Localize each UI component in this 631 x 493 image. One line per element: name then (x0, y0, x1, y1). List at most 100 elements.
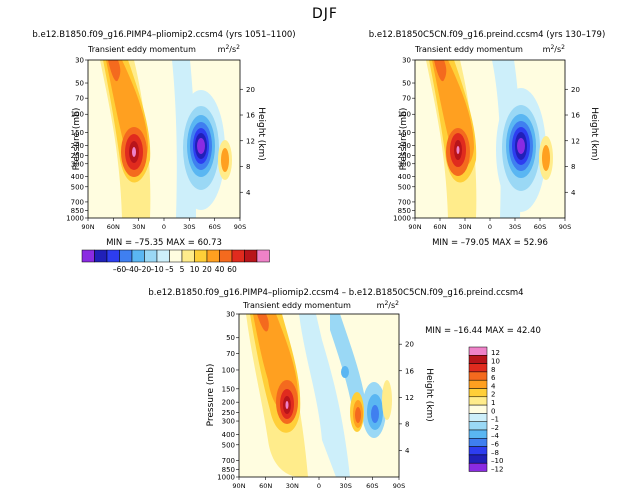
diff-colorbar-label: 12 (491, 349, 500, 357)
panel-3: b.e12.B1850.f09_g16.PIMP4–pliomip2.ccsm4… (148, 288, 541, 490)
panel-3-ytick-label: 30 (226, 311, 235, 319)
panel-2-htick-label: 20 (571, 86, 580, 94)
panel-1-ytick-label: 400 (71, 173, 84, 181)
panel-3-xtick-label: 0 (317, 482, 321, 490)
top-colorbar-swatch (94, 249, 108, 263)
panel-2-stats: MIN = –79.05 MAX = 52.96 (432, 238, 548, 248)
panel-1-xtick-label: 0 (162, 223, 166, 231)
panel-1-ytick-label: 500 (71, 183, 84, 191)
diff-colorbar-swatch (468, 363, 488, 373)
panel-1-stats: MIN = –75.35 MAX = 60.73 (106, 238, 222, 248)
diff-colorbar-swatch (468, 371, 488, 381)
panel-3-stats: MIN = –16.44 MAX = 42.40 (425, 326, 541, 336)
panel-2-xtick-label: 30N (458, 223, 471, 231)
diff-colorbar-swatch (468, 355, 488, 364)
panel-1-xtick-label: 60N (107, 223, 120, 231)
diff-colorbar-swatch (468, 462, 488, 472)
panel-1-variable: Transient eddy momentum (87, 45, 196, 54)
top-colorbar-label: 60 (227, 265, 237, 274)
panel-2-contour-fill (415, 60, 565, 218)
diff-colorbar-swatch (468, 438, 488, 447)
panel-3-ylabel: Pressure (mb) (206, 364, 216, 427)
panel-1-units: m2/s2 (218, 44, 241, 54)
top-colorbar-label: –5 (165, 265, 174, 274)
panel-1-case-title: b.e12.B1850.f09_g16.PIMP4–pliomip2.ccsm4… (32, 30, 295, 40)
top-colorbar-label: 40 (215, 265, 225, 274)
panel-2-ytick-label: 50 (402, 80, 411, 88)
panel-1-htick-label: 4 (246, 189, 251, 197)
panel-2-ylabel: Pressure (mb) (399, 108, 409, 171)
top-colorbar-swatch (169, 249, 183, 263)
top-colorbar-swatch (256, 249, 270, 263)
panel-1-ytick-label: 300 (71, 160, 84, 168)
panel-3-ytick-label: 850 (222, 466, 235, 474)
panel-2-ytick-label: 300 (398, 160, 411, 168)
panel-3-htick-label: 4 (405, 447, 410, 455)
top-colorbar-label: –20 (138, 265, 152, 274)
top-colorbar-swatch (156, 249, 170, 263)
panel-1-ytick-label: 50 (75, 80, 84, 88)
panel-3-xtick-label: 90S (393, 482, 405, 490)
panel-3-contour-fill (239, 314, 399, 477)
panel-2-xtick-label: 90S (559, 223, 571, 231)
panel-1-ytick-label: 850 (71, 207, 84, 215)
panel-1-xtick-label: 90S (234, 223, 246, 231)
panel-2-xtick-label: 60S (534, 223, 546, 231)
top-colorbar-swatch (194, 249, 208, 263)
panel-1-ytick-label: 200 (71, 142, 84, 150)
panel-3-ytick-label: 700 (222, 457, 235, 465)
panel-3-ytick-label: 250 (222, 409, 235, 417)
diff-colorbar-swatch (468, 429, 488, 439)
diff-colorbar-label: 1 (491, 399, 495, 407)
diff-colorbar-label: 10 (491, 357, 500, 365)
diff-colorbar-swatch (468, 421, 488, 431)
panel-3-ytick-label: 1000 (217, 474, 235, 482)
panel-3-ytick-label: 100 (222, 366, 235, 374)
panel-1: b.e12.B1850.f09_g16.PIMP4–pliomip2.ccsm4… (32, 30, 295, 248)
panel-2-variable: Transient eddy momentum (414, 45, 523, 54)
panel-1-ytick-label: 1000 (66, 215, 84, 223)
diff-colorbar-swatch (468, 388, 488, 398)
diff-colorbar-swatch (468, 454, 488, 464)
panel-1-ytick-label: 70 (75, 95, 84, 103)
panel-3-xtick-label: 60S (366, 482, 378, 490)
panel-2-ytick-label: 700 (398, 198, 411, 206)
diff-colorbar-label: –2 (491, 424, 499, 432)
panel-2-htick-label: 8 (571, 163, 575, 171)
panel-1-contour-fill (88, 60, 240, 218)
panel-3-ytick-label: 300 (222, 418, 235, 426)
panel-3-ytick-label: 200 (222, 399, 235, 407)
panel-2-htick-label: 4 (571, 189, 576, 197)
diff-colorbar-label: –4 (491, 432, 500, 440)
panel-3-case-title: b.e12.B1850.f09_g16.PIMP4–pliomip2.ccsm4… (148, 288, 523, 298)
panel-2-xtick-label: 90N (408, 223, 421, 231)
page-title: DJF (312, 6, 338, 22)
panel-2-xtick-label: 60N (433, 223, 446, 231)
top-colorbar-label: –40 (125, 265, 139, 274)
panel-2-ytick-label: 400 (398, 173, 411, 181)
top-colorbar: –60 –40 –20 –10 –5 5 10 20 40 60 (81, 249, 270, 274)
panel-3-ytick-label: 500 (222, 441, 235, 449)
diff-colorbar-swatch (468, 446, 488, 456)
panel-1-htick-label: 8 (246, 163, 250, 171)
top-colorbar-swatch (219, 249, 233, 263)
top-colorbar-label: –10 (150, 265, 164, 274)
top-colorbar-swatch (119, 249, 133, 263)
panel-2-ytick-label: 850 (398, 207, 411, 215)
panel-2-xtick-label: 30S (509, 223, 521, 231)
panel-2-case-title: b.e12.B1850C5CN.f09_g16.preind.ccsm4 (yr… (369, 30, 606, 40)
panel-1-xtick-label: 30N (132, 223, 145, 231)
panel-3-htick-label: 8 (405, 420, 409, 428)
panel-1-hlabel: Height (km) (256, 107, 266, 161)
panel-3-ytick-label: 50 (226, 334, 235, 342)
top-colorbar-swatch (231, 249, 245, 263)
diff-colorbar-swatch (468, 413, 488, 422)
top-colorbar-swatch (131, 249, 145, 263)
panel-2: b.e12.B1850C5CN.f09_g16.preind.ccsm4 (yr… (369, 30, 606, 248)
panel-2-ytick-label: 1000 (393, 215, 411, 223)
panel-3-htick-label: 12 (405, 394, 414, 402)
